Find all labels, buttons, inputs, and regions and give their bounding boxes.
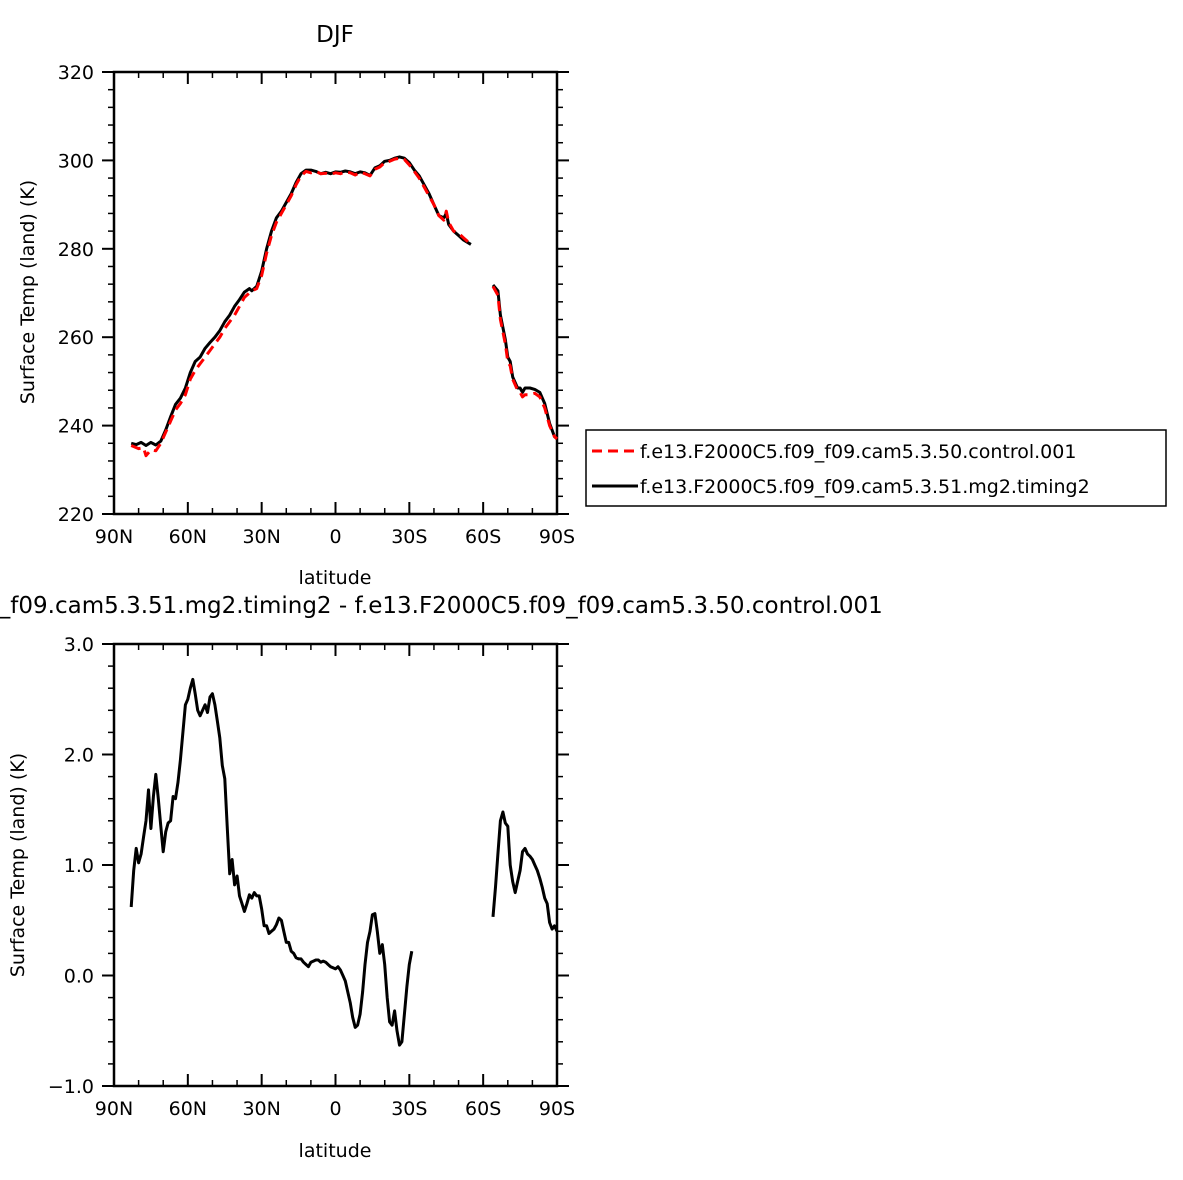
bottom-xtick-label: 30S	[391, 1098, 427, 1120]
top-ytick-label: 240	[58, 416, 94, 438]
top-xtick-label: 60N	[169, 526, 207, 548]
bottom-x-axis-label: latitude	[299, 1140, 372, 1162]
top-xtick-label: 90N	[95, 526, 133, 548]
bottom-xtick-label: 90N	[95, 1098, 133, 1120]
top-chart-title: DJF	[316, 22, 354, 48]
bottom-xtick-label: 60N	[169, 1098, 207, 1120]
top-ytick-label: 300	[58, 150, 94, 172]
top-ytick-label: 280	[58, 239, 94, 261]
bottom-chart-title: f.e13.F2000C5.f09_f09.cam5.3.51.mg2.timi…	[0, 593, 883, 619]
legend-box	[585, 429, 1167, 507]
top-xtick-label: 60S	[465, 526, 501, 548]
top-y-axis-label: Surface Temp (land) (K)	[17, 180, 39, 404]
top-frame	[112, 70, 559, 516]
top-series-1-line-1	[491, 284, 559, 441]
top-ytick-label: 320	[58, 62, 94, 84]
legend-entry-timing2: f.e13.F2000C5.f09_f09.cam5.3.51.mg2.timi…	[640, 476, 1090, 498]
bottom-frame	[112, 642, 559, 1088]
bottom-ytick-label: 0.0	[64, 966, 94, 988]
top-x-axis-label: latitude	[299, 567, 372, 589]
bottom-series-0-line-0	[129, 677, 414, 1047]
top-ytick-label: 220	[58, 504, 94, 526]
bottom-xtick-label: 0	[329, 1098, 341, 1120]
bottom-y-axis-label: Surface Temp (land) (K)	[7, 753, 29, 977]
top-xtick-label: 90S	[539, 526, 575, 548]
top-plot-area: 90N 60N 30N 0 30S 60S 90S 220 240 260 280 300 320	[58, 62, 575, 548]
bottom-series-0-line-1	[491, 810, 559, 932]
top-series-0-line-0	[130, 156, 472, 458]
bottom-xtick-label: 30N	[242, 1098, 280, 1120]
bottom-chart: f.e13.F2000C5.f09_f09.cam5.3.51.mg2.timi…	[0, 593, 883, 1162]
top-xtick-label: 30S	[391, 526, 427, 548]
bottom-plot-area: 90N 60N 30N 0 30S 60S 90S −1.0 0.0 1.0 2.0 3.0	[48, 634, 575, 1120]
legend-entry-control: f.e13.F2000C5.f09_f09.cam5.3.50.control.…	[640, 441, 1076, 463]
top-ytick-label: 260	[58, 327, 94, 349]
legend: f.e13.F2000C5.f09_f09.cam5.3.50.control.…	[585, 429, 1167, 507]
bottom-ytick-label: −1.0	[48, 1076, 94, 1098]
top-xtick-label: 0	[329, 526, 341, 548]
bottom-ytick-label: 1.0	[64, 855, 94, 877]
top-xtick-label: 30N	[242, 526, 280, 548]
bottom-ytick-label: 3.0	[64, 634, 94, 656]
bottom-ytick-label: 2.0	[64, 745, 94, 767]
top-series-0-line-1	[491, 285, 559, 441]
bottom-xtick-label: 60S	[465, 1098, 501, 1120]
top-chart: DJF 90N 60N 30N 0 30S 60S 90S 220 240 260 280 300 32…	[17, 22, 1167, 589]
bottom-xtick-label: 90S	[539, 1098, 575, 1120]
